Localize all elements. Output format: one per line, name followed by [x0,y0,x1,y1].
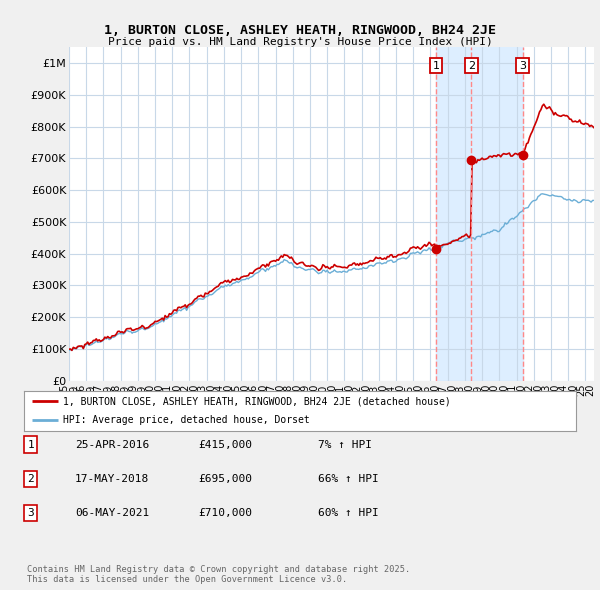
Text: 17-MAY-2018: 17-MAY-2018 [75,474,149,484]
Text: 60% ↑ HPI: 60% ↑ HPI [318,508,379,518]
Text: 1, BURTON CLOSE, ASHLEY HEATH, RINGWOOD, BH24 2JE (detached house): 1, BURTON CLOSE, ASHLEY HEATH, RINGWOOD,… [62,396,451,406]
Text: 7% ↑ HPI: 7% ↑ HPI [318,440,372,450]
Text: Contains HM Land Registry data © Crown copyright and database right 2025.
This d: Contains HM Land Registry data © Crown c… [27,565,410,584]
Text: 66% ↑ HPI: 66% ↑ HPI [318,474,379,484]
Text: 06-MAY-2021: 06-MAY-2021 [75,508,149,518]
Text: 3: 3 [27,508,34,518]
Text: 2: 2 [468,61,475,71]
Text: £415,000: £415,000 [198,440,252,450]
Text: Price paid vs. HM Land Registry's House Price Index (HPI): Price paid vs. HM Land Registry's House … [107,37,493,47]
Text: £710,000: £710,000 [198,508,252,518]
Text: 25-APR-2016: 25-APR-2016 [75,440,149,450]
Text: HPI: Average price, detached house, Dorset: HPI: Average price, detached house, Dors… [62,415,310,425]
Text: £695,000: £695,000 [198,474,252,484]
Text: 1: 1 [27,440,34,450]
Bar [436,47,523,381]
Text: 2: 2 [27,474,34,484]
Text: 1: 1 [433,61,439,71]
Text: 1, BURTON CLOSE, ASHLEY HEATH, RINGWOOD, BH24 2JE: 1, BURTON CLOSE, ASHLEY HEATH, RINGWOOD,… [104,24,496,37]
Text: 3: 3 [519,61,526,71]
